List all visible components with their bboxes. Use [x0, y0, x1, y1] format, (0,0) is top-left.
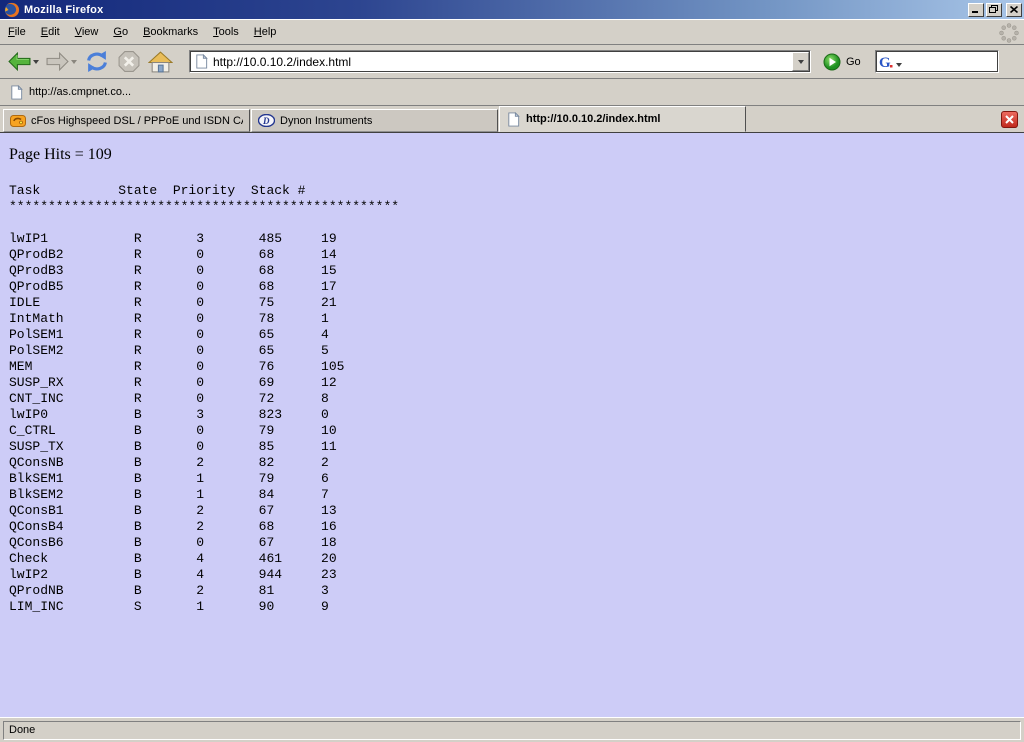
tab-strip: cFos Highspeed DSL / PPPoE und ISDN CAP.… [3, 106, 747, 132]
window-title: Mozilla Firefox [24, 3, 104, 16]
url-bar [189, 50, 811, 73]
back-icon [8, 52, 31, 71]
menu-bookmarks[interactable]: Bookmarks [143, 26, 199, 38]
forward-icon [46, 52, 69, 71]
home-icon [148, 50, 173, 72]
menu-view[interactable]: View [74, 26, 99, 38]
url-dropdown-button[interactable] [792, 52, 809, 71]
svg-text:G: G [879, 55, 891, 70]
menu-help[interactable]: Help [253, 26, 277, 38]
page-icon [194, 54, 209, 69]
throbber-icon [998, 22, 1020, 49]
forward-dropdown-caret[interactable] [71, 59, 77, 64]
page-hits-text: Page Hits = 109 [9, 146, 112, 163]
menu-file[interactable]: File [8, 26, 26, 38]
tab-label: http://10.0.10.2/index.html [526, 113, 661, 125]
task-table: Task State Priority Stack # ************… [9, 183, 400, 614]
menu-edit[interactable]: Edit [40, 26, 60, 38]
menu-tools[interactable]: Tools [213, 26, 239, 38]
bookmark-label: http://as.cmpnet.co... [29, 86, 132, 98]
svg-text:D: D [262, 116, 270, 126]
google-icon[interactable]: G [879, 54, 902, 70]
firefox-icon [4, 2, 20, 18]
cfos-icon [10, 113, 26, 129]
bookmarks-toolbar: http://as.cmpnet.co... [0, 79, 1024, 106]
search-input[interactable] [901, 53, 988, 70]
page-content: Page Hits = 109 Task State Priority Stac… [0, 133, 1024, 717]
tab-cfos[interactable]: cFos Highspeed DSL / PPPoE und ISDN CAP.… [3, 109, 250, 132]
bookmark-item[interactable]: http://as.cmpnet.co... [9, 84, 132, 100]
dynon-icon: D [258, 114, 275, 127]
tab-current[interactable]: http://10.0.10.2/index.html [499, 106, 746, 132]
back-button[interactable] [7, 51, 40, 72]
close-tab-button[interactable] [1001, 111, 1018, 128]
stop-icon [118, 51, 140, 72]
go-label: Go [846, 55, 861, 68]
bookmark-page-icon [9, 84, 24, 100]
go-button[interactable]: Go [823, 53, 861, 71]
title-bar: Mozilla Firefox [0, 0, 1024, 19]
menu-bar-items: File Edit View Go Bookmarks Tools Help [8, 26, 291, 38]
close-button[interactable] [1006, 2, 1022, 17]
tab-label: Dynon Instruments [280, 114, 373, 127]
navigation-toolbar: Go G [0, 45, 1024, 79]
go-icon [823, 53, 841, 70]
restore-button[interactable] [986, 2, 1002, 17]
stop-button[interactable] [116, 49, 142, 74]
page-icon [506, 111, 521, 127]
minimize-button[interactable] [968, 2, 984, 17]
forward-button[interactable] [45, 51, 78, 72]
tab-label: cFos Highspeed DSL / PPPoE und ISDN CAP.… [31, 114, 243, 127]
menu-bar: File Edit View Go Bookmarks Tools Help [0, 19, 1024, 45]
url-input[interactable] [213, 53, 791, 70]
reload-button[interactable] [83, 49, 111, 74]
status-bar: Done [0, 717, 1024, 742]
tab-dynon[interactable]: D Dynon Instruments [251, 109, 498, 132]
status-text: Done [3, 720, 1021, 740]
back-dropdown-caret[interactable] [33, 59, 39, 64]
home-button[interactable] [147, 50, 174, 74]
reload-icon [87, 51, 107, 72]
menu-go[interactable]: Go [113, 26, 129, 38]
tab-bar: cFos Highspeed DSL / PPPoE und ISDN CAP.… [0, 106, 1024, 133]
search-box: G [874, 50, 999, 73]
